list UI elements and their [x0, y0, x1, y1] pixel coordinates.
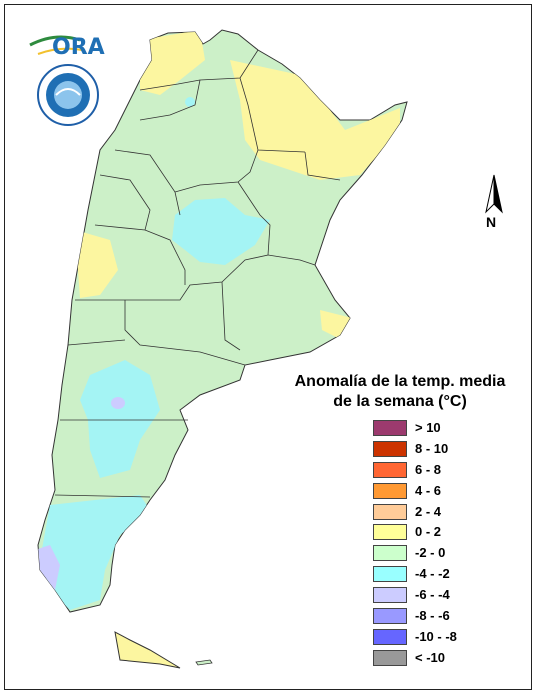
region-north-cool-spot: [185, 97, 195, 107]
legend-title-line2: de la semana (°C): [333, 393, 467, 410]
legend-title: Anomalía de la temp. media de la semana …: [280, 372, 520, 412]
legend-label: -6 - -4: [415, 587, 450, 603]
legend-label: -10 - -8: [415, 628, 457, 644]
region-patagonia-cool: [80, 360, 160, 478]
legend-swatch: [373, 503, 407, 520]
legend-label: 6 - 8: [415, 461, 442, 477]
legend-swatch: [373, 587, 407, 604]
legend-label: < -10: [415, 649, 445, 665]
region-patagonia-south-cool: [40, 495, 150, 610]
legend-swatch: [373, 566, 407, 583]
legend-label: 0 - 2: [415, 524, 442, 540]
region-cold-spot: [111, 397, 125, 409]
legend-swatch: [373, 461, 407, 478]
region-east-warm: [320, 310, 352, 338]
legend-swatch: [373, 524, 407, 541]
tierra-del-fuego: [114, 631, 181, 669]
ora-logo-text: ORA: [52, 35, 105, 60]
legend-title-line1: Anomalía de la temp. media: [294, 373, 506, 390]
legend-label: 2 - 4: [415, 503, 442, 519]
smn-seal: [37, 64, 99, 126]
legend-swatch: [373, 608, 407, 625]
region-north-warm: [140, 30, 205, 95]
legend-swatch: [373, 482, 407, 499]
legend-swatch: [373, 440, 407, 457]
region-northeast-warm: [230, 60, 400, 180]
legend-swatch: [373, 420, 407, 436]
region-central-cool: [172, 198, 270, 265]
legend-label: > 10: [415, 420, 441, 435]
legend-label: 4 - 6: [415, 482, 442, 498]
ora-logo: ORA: [29, 35, 105, 60]
legend-label: -4 - -2: [415, 566, 450, 582]
north-arrow-icon: [485, 174, 503, 214]
legend-label: -8 - -6: [415, 608, 450, 624]
north-label: N: [486, 214, 497, 230]
legend-swatch: [373, 628, 407, 645]
staten-island: [195, 659, 213, 666]
legend-label: 8 - 10: [415, 440, 449, 456]
legend-swatch: [373, 545, 407, 562]
legend-swatch: [373, 649, 407, 666]
legend-label: -2 - 0: [415, 545, 446, 561]
province-borders: [54, 49, 341, 498]
region-cuyo-warm: [75, 230, 118, 298]
